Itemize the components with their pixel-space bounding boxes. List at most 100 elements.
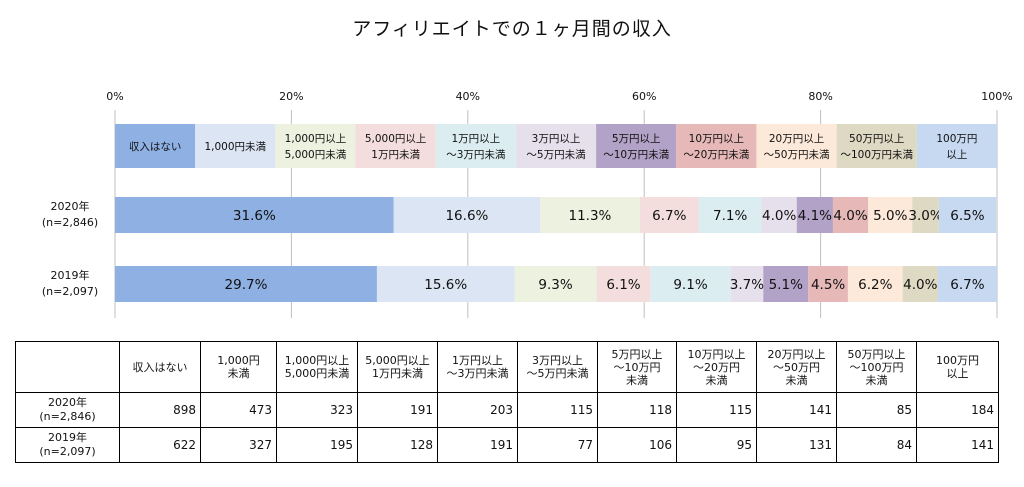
legend-label: 100万円	[936, 133, 977, 145]
x-tick-label: 40%	[456, 90, 480, 103]
bar-segment	[514, 266, 597, 302]
bar-segment	[937, 266, 997, 302]
table-header-cell: 1,000円 未満	[200, 341, 277, 393]
bar-value-label: 3.7%	[730, 277, 764, 293]
legend-item: 1,000円未満	[195, 124, 276, 168]
bar-segment	[763, 266, 809, 302]
bar-segment	[698, 197, 762, 233]
legend-label: 3万円以上	[532, 133, 581, 145]
table-cell: 323	[276, 392, 358, 428]
table-header-label: 5,000円以上 1万円未満	[365, 354, 430, 380]
bar-segment	[730, 266, 764, 302]
legend-label: 1万円以上	[451, 133, 500, 145]
table-cell: 622	[119, 427, 201, 463]
legend-swatch	[916, 124, 997, 168]
legend-swatch	[275, 124, 356, 168]
legend-label: ～20万円未満	[683, 149, 749, 161]
x-tick-label: 60%	[632, 90, 656, 103]
legend-swatch	[756, 124, 837, 168]
legend-label: 1万円未満	[371, 149, 420, 161]
table-header-cell: 5万円以上 ～10万円 未満	[597, 341, 677, 393]
bar-value-label: 31.6%	[233, 208, 276, 224]
bar-segment	[902, 266, 938, 302]
table-header-cell: 3万円以上 ～5万円未満	[517, 341, 598, 393]
table-header-cell: 5,000円以上 1万円未満	[357, 341, 438, 393]
bar-value-label: 5.1%	[769, 277, 803, 293]
bar-value-label: 9.1%	[673, 277, 707, 293]
table-header-cell: 20万円以上 ～50万円 未満	[756, 341, 837, 393]
bar-value-label: 5.0%	[873, 208, 907, 224]
table-cell: 115	[676, 392, 757, 428]
legend-item: 3万円以上 ～5万円未満	[515, 124, 597, 168]
legend-swatch	[195, 124, 276, 168]
bar-segment	[393, 197, 541, 233]
bar-value-label: 16.6%	[445, 208, 488, 224]
x-tick-label: 100%	[981, 90, 1012, 103]
table-header-label: 3万円以上 ～5万円未満	[526, 354, 589, 380]
x-tick-label: 80%	[808, 90, 832, 103]
bar-segment	[832, 197, 869, 233]
table-cell: 77	[517, 427, 598, 463]
table-cell: 95	[676, 427, 757, 463]
legend-label: 5,000円以上	[365, 133, 427, 145]
table-cell: 118	[597, 392, 677, 428]
bar-segment	[596, 266, 651, 302]
table-header-label: 10万円以上 ～20万円 未満	[687, 347, 746, 387]
legend-label: ～50万円未満	[764, 149, 830, 161]
table-cell: 203	[437, 392, 518, 428]
legend-label: 10万円以上	[689, 133, 744, 145]
legend-label: 以上	[946, 149, 967, 161]
chart-title: アフィリエイトでの１ヶ月間の収入	[352, 18, 672, 40]
legend-label: ～5万円未満	[526, 149, 586, 161]
bar-segment	[639, 197, 699, 233]
legend-swatch	[435, 124, 516, 168]
category-labels: 2020年 (n=2,846) 2019年 (n=2,097)	[42, 199, 98, 298]
legend-label: ～10万円未満	[603, 149, 669, 161]
table-header-cell: 収入はない	[119, 341, 201, 393]
table-row: 2020年 (n=2,846) 898 473 323 191 203 115 118 115 1…	[15, 392, 999, 428]
category-label: 2020年	[51, 199, 90, 213]
legend-label: 1,000円以上	[285, 133, 347, 145]
table-cell: 473	[200, 392, 277, 428]
bar-value-label: 4.1%	[798, 208, 832, 224]
bar-value-label: 6.7%	[950, 277, 984, 293]
legend-item: 50万円以上 ～100万円未満	[836, 124, 917, 168]
category-label: (n=2,846)	[42, 216, 98, 229]
bar-value-label: 6.7%	[652, 208, 686, 224]
legend-item: 収入はない	[115, 124, 196, 168]
x-tick-label: 20%	[279, 90, 303, 103]
table-row-label: 2020年 (n=2,846)	[15, 392, 120, 428]
table-cell: 106	[597, 427, 677, 463]
bar-value-label: 3.0%	[908, 208, 942, 224]
table-cell: 184	[916, 392, 999, 428]
table-cell: 141	[756, 392, 837, 428]
legend-label: 5,000円未満	[285, 149, 347, 161]
x-tick-label: 0%	[106, 90, 123, 103]
bar-segment	[938, 197, 997, 233]
legend-swatch	[596, 124, 677, 168]
table-header-label: 5万円以上 ～10万円 未満	[611, 347, 663, 387]
table-header-cell: 50万円以上 ～100万円 未満	[836, 341, 917, 393]
bar-value-label: 6.2%	[858, 277, 892, 293]
table-cell: 131	[756, 427, 837, 463]
bar-value-label: 4.5%	[811, 277, 845, 293]
bars: 31.6% 16.6% 11.3% 6.7% 7.1% 4.0% 4.1% 4.0% 5.0% 3…	[115, 197, 997, 302]
bar-value-label: 29.7%	[225, 277, 268, 293]
legend-label: 収入はない	[129, 141, 182, 153]
bar-segment	[868, 197, 913, 233]
legend-label: 1,000円未満	[204, 141, 266, 153]
table-header-label: 1,000円 未満	[217, 354, 260, 380]
legend-swatch	[515, 124, 597, 168]
table-cell: 191	[357, 392, 438, 428]
table-header-label: 1万円以上 ～3万円未満	[446, 354, 509, 380]
bar-segment	[912, 197, 939, 233]
table-corner-cell	[15, 341, 120, 393]
table-cell: 115	[517, 392, 598, 428]
table-cell: 191	[437, 427, 518, 463]
bar-value-label: 11.3%	[569, 208, 612, 224]
legend-swatch	[676, 124, 757, 168]
table-header-label: 100万円 以上	[936, 354, 979, 380]
legend: 収入はない 1,000円未満 1,000円以上 5,000円未満 5,000円以上 1万円…	[115, 124, 997, 168]
x-axis-ticks: 0% 20% 40% 60% 80% 100%	[106, 90, 1012, 103]
